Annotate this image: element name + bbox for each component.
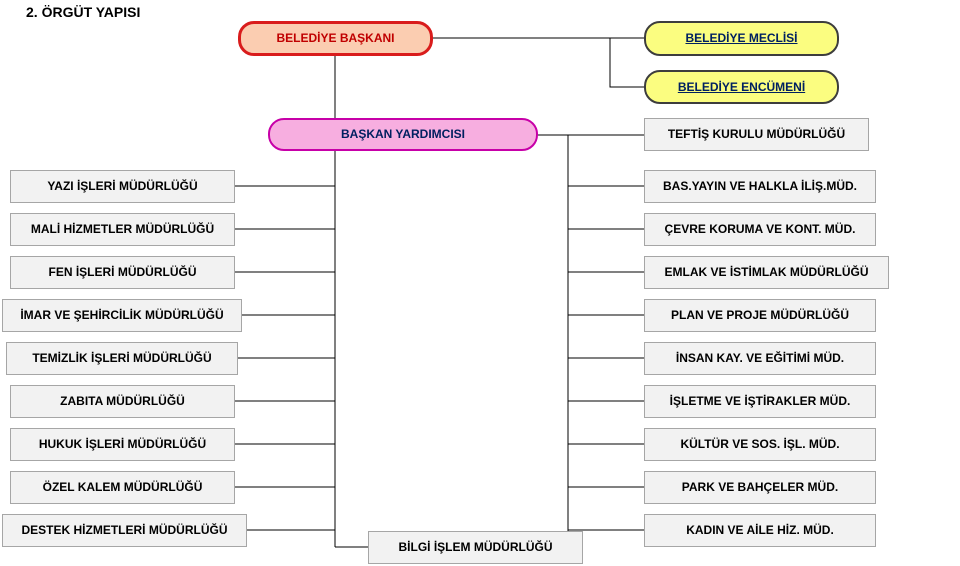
node-label: BELEDİYE MECLİSİ <box>685 31 797 45</box>
node-mali: MALİ HİZMETLER MÜDÜRLÜĞÜ <box>10 213 235 246</box>
node-isletme: İŞLETME VE İŞTİRAKLER MÜD. <box>644 385 876 418</box>
node-label: BAS.YAYIN VE HALKLA İLİŞ.MÜD. <box>663 179 857 193</box>
node-label: TEFTİŞ KURULU MÜDÜRLÜĞÜ <box>668 127 845 141</box>
node-kultur: KÜLTÜR VE SOS. İŞL. MÜD. <box>644 428 876 461</box>
node-label: PARK VE BAHÇELER MÜD. <box>682 480 838 494</box>
node-label: KÜLTÜR VE SOS. İŞL. MÜD. <box>680 437 839 451</box>
node-label: İNSAN KAY. VE EĞİTİMİ MÜD. <box>676 351 844 365</box>
node-temiz: TEMİZLİK İŞLERİ MÜDÜRLÜĞÜ <box>6 342 238 375</box>
node-label: BİLGİ İŞLEM MÜDÜRLÜĞÜ <box>399 540 553 554</box>
node-label: BAŞKAN YARDIMCISI <box>341 127 465 141</box>
node-fen: FEN İŞLERİ MÜDÜRLÜĞÜ <box>10 256 235 289</box>
node-emlak: EMLAK VE İSTİMLAK MÜDÜRLÜĞÜ <box>644 256 889 289</box>
node-label: ÖZEL KALEM MÜDÜRLÜĞÜ <box>43 480 203 494</box>
node-plan: PLAN VE PROJE MÜDÜRLÜĞÜ <box>644 299 876 332</box>
node-label: İŞLETME VE İŞTİRAKLER MÜD. <box>670 394 851 408</box>
node-label: MALİ HİZMETLER MÜDÜRLÜĞÜ <box>31 222 214 236</box>
node-teftis: TEFTİŞ KURULU MÜDÜRLÜĞÜ <box>644 118 869 151</box>
node-destek: DESTEK HİZMETLERİ MÜDÜRLÜĞÜ <box>2 514 247 547</box>
page-title: 2. ÖRGÜT YAPISI <box>26 4 140 20</box>
node-label: EMLAK VE İSTİMLAK MÜDÜRLÜĞÜ <box>665 265 869 279</box>
node-label: ZABITA MÜDÜRLÜĞÜ <box>60 394 185 408</box>
node-label: BELEDİYE ENCÜMENİ <box>678 80 805 94</box>
node-label: BELEDİYE BAŞKANI <box>276 31 394 45</box>
node-park: PARK VE BAHÇELER MÜD. <box>644 471 876 504</box>
node-belediye-encumeni: BELEDİYE ENCÜMENİ <box>644 70 839 104</box>
node-baskan-yardimcisi: BAŞKAN YARDIMCISI <box>268 118 538 151</box>
node-yazi: YAZI İŞLERİ MÜDÜRLÜĞÜ <box>10 170 235 203</box>
node-label: PLAN VE PROJE MÜDÜRLÜĞÜ <box>671 308 849 322</box>
node-cevre: ÇEVRE KORUMA VE KONT. MÜD. <box>644 213 876 246</box>
node-label: DESTEK HİZMETLERİ MÜDÜRLÜĞÜ <box>22 523 228 537</box>
node-kadin: KADIN VE AİLE HİZ. MÜD. <box>644 514 876 547</box>
node-label: HUKUK İŞLERİ MÜDÜRLÜĞÜ <box>39 437 206 451</box>
node-label: KADIN VE AİLE HİZ. MÜD. <box>686 523 834 537</box>
node-zabita: ZABITA MÜDÜRLÜĞÜ <box>10 385 235 418</box>
node-label: İMAR VE ŞEHİRCİLİK MÜDÜRLÜĞÜ <box>20 308 223 322</box>
node-label: YAZI İŞLERİ MÜDÜRLÜĞÜ <box>47 179 197 193</box>
node-label: FEN İŞLERİ MÜDÜRLÜĞÜ <box>49 265 197 279</box>
node-basyayin: BAS.YAYIN VE HALKLA İLİŞ.MÜD. <box>644 170 876 203</box>
node-ozel: ÖZEL KALEM MÜDÜRLÜĞÜ <box>10 471 235 504</box>
node-bilgi: BİLGİ İŞLEM MÜDÜRLÜĞÜ <box>368 531 583 564</box>
node-insan: İNSAN KAY. VE EĞİTİMİ MÜD. <box>644 342 876 375</box>
node-belediye-baskani: BELEDİYE BAŞKANI <box>238 21 433 56</box>
node-imar: İMAR VE ŞEHİRCİLİK MÜDÜRLÜĞÜ <box>2 299 242 332</box>
node-hukuk: HUKUK İŞLERİ MÜDÜRLÜĞÜ <box>10 428 235 461</box>
node-label: ÇEVRE KORUMA VE KONT. MÜD. <box>665 222 856 236</box>
node-belediye-meclisi: BELEDİYE MECLİSİ <box>644 21 839 56</box>
node-label: TEMİZLİK İŞLERİ MÜDÜRLÜĞÜ <box>32 351 211 365</box>
